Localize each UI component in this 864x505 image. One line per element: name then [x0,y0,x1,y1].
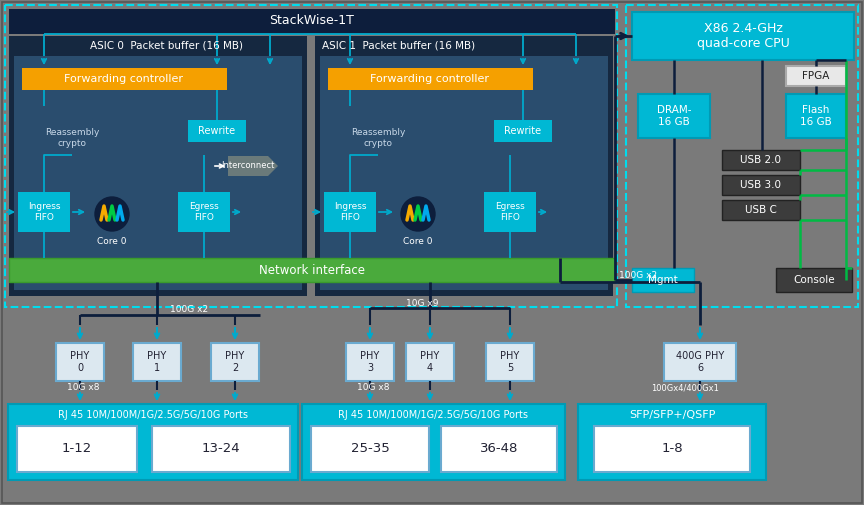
Bar [211,343,259,381]
Bar [14,56,302,290]
Text: Interconnect: Interconnect [221,162,275,171]
Bar [320,56,608,290]
Text: PHY
2: PHY 2 [226,351,245,373]
Text: USB 3.0: USB 3.0 [740,180,782,190]
Text: 100G x2: 100G x2 [170,305,208,314]
Bar [17,426,137,472]
Bar [328,68,533,90]
Bar [188,120,246,142]
Bar [786,94,846,138]
Bar [722,200,800,220]
Text: Ingress
FIFO: Ingress FIFO [28,203,60,222]
Text: RJ 45 10M/100M/1G/2.5G/5G/10G Ports: RJ 45 10M/100M/1G/2.5G/5G/10G Ports [58,410,248,420]
Text: ASIC 1  Packet buffer (16 MB): ASIC 1 Packet buffer (16 MB) [322,41,475,51]
Bar [632,12,854,60]
Text: Reassembly
crypto: Reassembly crypto [351,128,405,147]
Text: 36-48: 36-48 [480,442,518,456]
Text: Rewrite: Rewrite [505,126,542,136]
Text: Forwarding controller: Forwarding controller [371,74,490,84]
Text: Flash
16 GB: Flash 16 GB [800,105,832,127]
Text: DRAM-
16 GB: DRAM- 16 GB [657,105,691,127]
Text: Core 0: Core 0 [98,236,127,245]
Bar [722,175,800,195]
Text: PHY
1: PHY 1 [148,351,167,373]
Bar [578,404,766,480]
Bar [5,5,617,307]
Bar [324,192,376,232]
Text: 10G x8: 10G x8 [357,383,390,392]
Text: RJ 45 10M/100M/1G/2.5G/5G/10G Ports: RJ 45 10M/100M/1G/2.5G/5G/10G Ports [338,410,528,420]
Text: PHY
5: PHY 5 [500,351,519,373]
Bar [776,268,852,292]
Bar [311,426,429,472]
Bar [664,343,736,381]
Text: Mgmt: Mgmt [648,275,678,285]
Text: X86 2.4-GHz
quad-core CPU: X86 2.4-GHz quad-core CPU [696,22,790,50]
Text: FPGA: FPGA [803,71,829,81]
Bar [722,150,800,170]
Text: Forwarding controller: Forwarding controller [65,74,183,84]
Bar [486,343,534,381]
Text: PHY
4: PHY 4 [421,351,440,373]
Text: 25-35: 25-35 [351,442,390,456]
Text: 13-24: 13-24 [201,442,240,456]
Text: Console: Console [793,275,835,285]
Bar [9,36,307,296]
Bar [494,120,552,142]
Bar [22,68,227,90]
Bar [406,343,454,381]
Text: 100Gx4/400Gx1: 100Gx4/400Gx1 [651,383,719,392]
Bar [56,343,104,381]
Circle shape [401,197,435,231]
Bar [8,404,298,480]
Text: 1-8: 1-8 [661,442,683,456]
Text: PHY
0: PHY 0 [70,351,90,373]
Text: Rewrite: Rewrite [199,126,236,136]
Bar [346,343,394,381]
Circle shape [95,197,129,231]
Bar [484,192,536,232]
Bar [441,426,557,472]
Text: 1-12: 1-12 [62,442,92,456]
Text: Ingress
FIFO: Ingress FIFO [334,203,366,222]
Text: Reassembly
crypto: Reassembly crypto [45,128,99,147]
Polygon shape [228,156,278,176]
Text: 100G x2: 100G x2 [619,272,657,280]
Bar [626,5,858,307]
Bar [18,192,70,232]
Text: USB 2.0: USB 2.0 [740,155,782,165]
Text: 10G x9: 10G x9 [406,298,438,308]
Text: ASIC 0  Packet buffer (16 MB): ASIC 0 Packet buffer (16 MB) [90,41,243,51]
Bar [302,404,565,480]
Bar [315,36,613,296]
Bar [786,66,846,86]
Text: USB C: USB C [745,205,777,215]
Text: PHY
3: PHY 3 [360,351,379,373]
Bar [9,9,615,34]
Bar [178,192,230,232]
Text: Core 0: Core 0 [403,236,433,245]
Text: SFP/SFP+/QSFP: SFP/SFP+/QSFP [629,410,715,420]
Text: Egress
FIFO: Egress FIFO [189,203,219,222]
Bar [133,343,181,381]
Bar [632,268,694,292]
Text: 10G x8: 10G x8 [67,383,99,392]
Text: Network interface: Network interface [259,264,365,277]
Bar [152,426,290,472]
Text: Egress
FIFO: Egress FIFO [495,203,524,222]
Bar [9,258,615,282]
Bar [594,426,750,472]
Bar [638,94,710,138]
Text: StackWise-1T: StackWise-1T [270,15,354,27]
Text: 400G PHY
6: 400G PHY 6 [676,351,724,373]
